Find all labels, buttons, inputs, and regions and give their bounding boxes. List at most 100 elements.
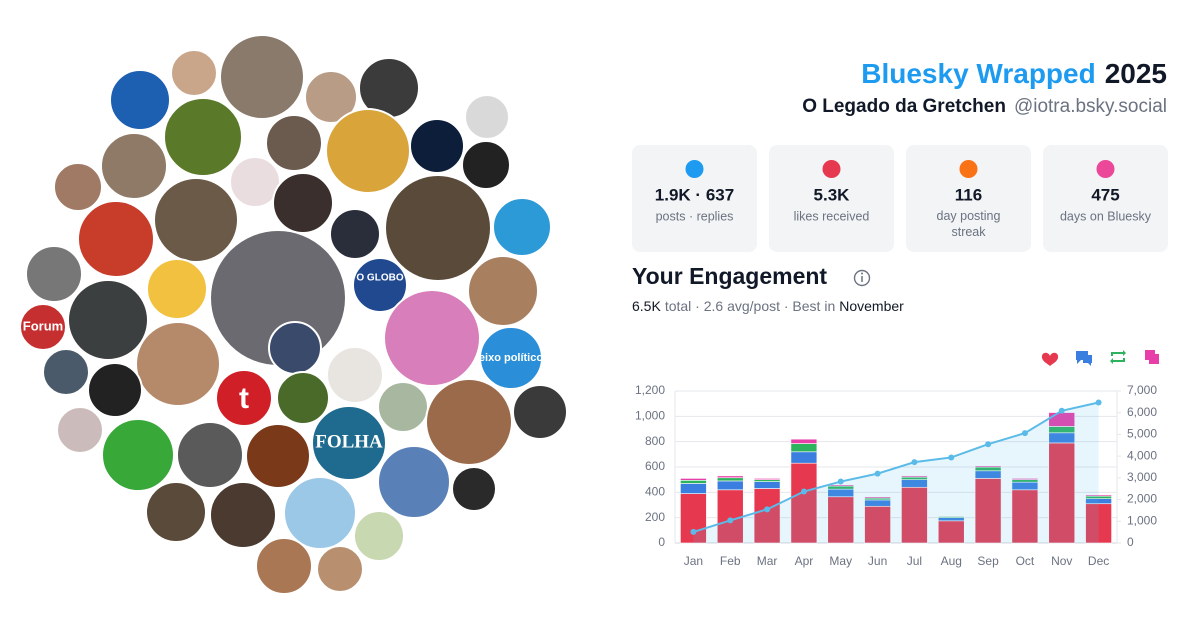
avatar[interactable] — [353, 510, 405, 562]
chart: 0 200 400 600 800 1,000 1,200 0 1,000 2,000 3,000 4… — [635, 350, 1159, 568]
avatar[interactable] — [77, 200, 155, 278]
bar-segment — [864, 505, 891, 544]
avatar[interactable] — [265, 114, 323, 172]
avatar[interactable] — [163, 97, 243, 177]
line-point — [764, 506, 771, 513]
avatar[interactable] — [153, 177, 239, 263]
info-icon[interactable] — [853, 269, 871, 287]
stat-icon — [1096, 160, 1115, 178]
avatar[interactable] — [425, 378, 513, 466]
subtitle: O Legado da Gretchen @iotra.bsky.social — [802, 96, 1167, 117]
y-tick-label: 800 — [645, 434, 665, 448]
info-icon-dot — [861, 272, 863, 275]
avatar[interactable] — [268, 321, 322, 375]
stat-card — [1043, 145, 1168, 252]
avatar[interactable] — [316, 545, 364, 593]
avatar[interactable] — [245, 423, 311, 489]
avatar[interactable] — [325, 108, 411, 194]
bar-segment — [1011, 478, 1039, 480]
avatar[interactable] — [100, 132, 168, 200]
line-point — [800, 488, 807, 495]
bar-segment — [753, 488, 781, 544]
legend-icon[interactable] — [1145, 350, 1159, 364]
bar-segment — [790, 451, 818, 464]
avatar[interactable] — [377, 445, 451, 519]
avatar[interactable] — [146, 258, 208, 320]
x-tick-label: Aug — [941, 554, 962, 568]
avatar[interactable] — [329, 208, 381, 260]
avatar[interactable] — [145, 481, 207, 543]
line-point — [874, 470, 881, 477]
avatar[interactable] — [383, 289, 481, 387]
avatar[interactable] — [101, 418, 175, 492]
avatar[interactable] — [304, 70, 358, 124]
avatar[interactable] — [461, 140, 511, 190]
avatar[interactable] — [272, 172, 334, 234]
avatar[interactable] — [326, 346, 384, 404]
stat-label-line: streak — [951, 225, 986, 239]
line-point — [1021, 430, 1028, 437]
avatar[interactable] — [67, 279, 149, 361]
stat-value: 5.3K — [814, 185, 851, 204]
line-point — [1058, 407, 1065, 414]
stat-card — [769, 145, 894, 252]
avatar[interactable] — [42, 348, 90, 396]
stat-value: 116 — [955, 185, 982, 204]
avatar[interactable] — [215, 369, 273, 427]
stat-label: posts · replies — [656, 209, 734, 223]
avatar[interactable] — [512, 384, 568, 440]
stat-label: likes received — [794, 209, 870, 223]
bar-segment — [790, 462, 818, 544]
bar-segment — [901, 486, 928, 544]
legend-icon[interactable] — [1041, 352, 1059, 366]
avatar[interactable] — [56, 406, 104, 454]
avatar[interactable] — [492, 197, 552, 257]
summary-text: total · 2.6 avg/post · Best in — [665, 298, 835, 314]
avatar[interactable] — [276, 371, 330, 425]
avatar[interactable] — [53, 162, 103, 212]
x-tick-label: Jul — [907, 554, 922, 568]
avatar[interactable] — [170, 49, 218, 97]
avatar[interactable] — [467, 255, 539, 327]
avatar[interactable] — [451, 466, 497, 512]
avatar[interactable] — [209, 481, 277, 549]
avatar[interactable] — [135, 321, 221, 407]
line-point — [727, 517, 734, 524]
avatar[interactable] — [25, 245, 83, 303]
avatar[interactable] — [409, 118, 465, 174]
stat-label: day posting streak — [937, 209, 1001, 239]
avatar[interactable] — [384, 174, 492, 282]
y-tick-label: 0 — [658, 535, 665, 549]
x-tick-label: Nov — [1051, 554, 1072, 568]
avatar[interactable] — [377, 381, 429, 433]
avatar[interactable] — [109, 69, 171, 131]
stat-icon — [822, 160, 841, 178]
avatar[interactable] — [311, 405, 387, 481]
title-text: Bluesky Wrapped — [861, 58, 1095, 89]
avatar[interactable] — [283, 476, 357, 550]
y2-tick-label: 7,000 — [1127, 383, 1157, 397]
stat-value: 475 — [1091, 185, 1119, 204]
x-tick-label: Sep — [977, 554, 999, 568]
bar-segment — [974, 478, 1002, 544]
avatar[interactable] — [464, 94, 510, 140]
avatar[interactable] — [219, 34, 305, 120]
legend-icon[interactable] — [1110, 350, 1126, 364]
line-point — [690, 528, 697, 535]
account-handle: @iotra.bsky.social — [1014, 96, 1167, 117]
avatar[interactable] — [479, 326, 543, 390]
avatar[interactable] — [255, 537, 313, 595]
title-year: 2025 — [1105, 58, 1167, 89]
avatar[interactable] — [352, 257, 408, 313]
avatar[interactable] — [229, 156, 281, 208]
legend-icon[interactable] — [1076, 351, 1092, 366]
stat-label: days on Bluesky — [1060, 209, 1152, 223]
stat-label-line: day posting — [937, 209, 1001, 223]
avatar[interactable] — [87, 362, 143, 418]
avatar[interactable] — [19, 303, 67, 351]
y-tick-label: 1,200 — [635, 383, 665, 397]
bar-segment — [716, 475, 744, 479]
avatar[interactable] — [176, 421, 244, 489]
stat-card — [906, 145, 1031, 252]
bar-segment — [1085, 494, 1112, 497]
